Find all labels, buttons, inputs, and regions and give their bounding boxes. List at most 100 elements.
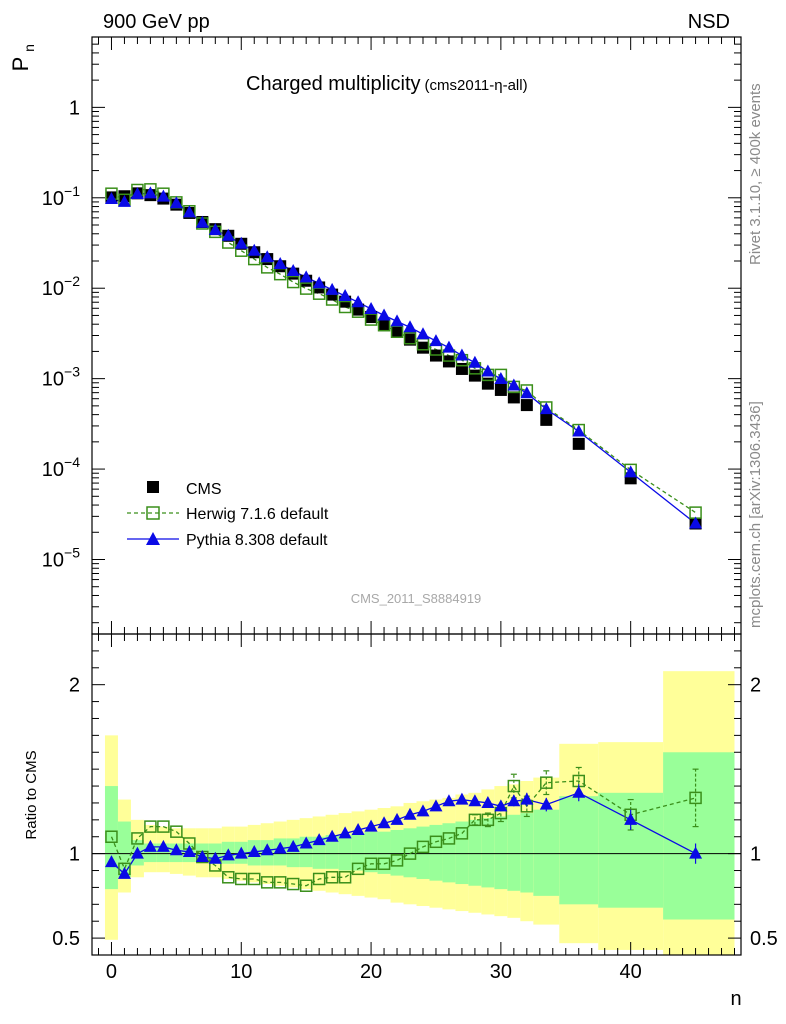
ratio-pythia-point xyxy=(351,822,365,835)
band-inner xyxy=(559,796,599,905)
y-tick-exponent: −5 xyxy=(64,544,80,560)
pythia-point xyxy=(247,243,261,256)
pythia-point xyxy=(481,364,495,377)
ratio-pythia-point xyxy=(403,807,417,820)
ratio-pythia-point xyxy=(247,844,261,857)
pythia-point xyxy=(195,215,209,228)
cms-point xyxy=(507,391,520,404)
side-rivet: Rivet 3.1.10, ≥ 400k events xyxy=(747,83,764,265)
ratio-pythia-point xyxy=(182,844,196,857)
ratio-herwig-point xyxy=(338,871,352,884)
cms-point xyxy=(404,333,417,346)
ratio-pythia-point xyxy=(299,836,313,849)
ratio-pythia-point xyxy=(273,841,287,854)
band-inner xyxy=(338,835,352,871)
ratio-uncertainty-bands xyxy=(104,671,735,955)
ratio-herwig-point xyxy=(540,776,553,789)
ratio-pythia-point xyxy=(468,794,482,807)
ratio-plot-marks xyxy=(104,766,703,892)
ratio-pythia-point xyxy=(455,792,469,805)
y-tick-exponent: −4 xyxy=(64,454,80,470)
ratio-pythia-point xyxy=(539,797,553,810)
herwig-point xyxy=(403,331,417,345)
herwig-point xyxy=(286,275,300,289)
band-inner xyxy=(429,824,443,881)
pythia-point xyxy=(104,191,118,204)
pythia-point xyxy=(299,270,313,283)
ratio-pythia-point xyxy=(234,846,248,859)
chart-title: Charged multiplicity (cms2011-η-all) xyxy=(246,73,528,95)
ratio-ylabel: Ratio to CMS xyxy=(23,750,40,839)
pythia-point xyxy=(208,223,222,236)
axis-ticks xyxy=(92,36,741,956)
cms-point xyxy=(391,325,404,338)
pythia-point xyxy=(689,516,703,529)
band-inner xyxy=(351,833,365,871)
ratio-y-tick-label: 0.5 xyxy=(52,928,80,950)
x-tick-label: 10 xyxy=(230,961,252,983)
ratio-pythia-point xyxy=(377,816,391,829)
ratio-herwig-point xyxy=(299,879,313,892)
ratio-herwig-point xyxy=(131,832,144,845)
ratio-pythia-point xyxy=(442,794,456,807)
pythia-point xyxy=(442,340,456,353)
x-tick-label: 0 xyxy=(106,961,117,983)
ratio-herwig-point xyxy=(364,857,378,871)
ratio-herwig-point xyxy=(416,840,430,854)
ratio-herwig-line xyxy=(110,780,696,887)
pythia-point xyxy=(455,348,469,361)
pythia-point xyxy=(117,194,131,207)
ratio-herwig-point xyxy=(468,813,482,827)
pythia-point xyxy=(403,320,417,333)
cms-point xyxy=(378,319,391,332)
legend-pythia-label: Pythia 8.308 default xyxy=(186,532,328,549)
ratio-y-tick-label-right: 0.5 xyxy=(750,928,778,950)
cms-point xyxy=(481,377,494,390)
ratio-pythia-point xyxy=(481,795,495,808)
pythia-point xyxy=(468,355,482,368)
band-inner xyxy=(403,828,417,878)
ratio-y-tick-label: 2 xyxy=(69,675,80,697)
pythia-point xyxy=(156,189,170,202)
pythia-point xyxy=(494,372,508,385)
pythia-point xyxy=(143,186,157,199)
ratio-pythia-point xyxy=(130,846,144,859)
ratio-pythia-point xyxy=(195,850,209,863)
ratio-pythia-point xyxy=(221,848,235,861)
pythia-point xyxy=(130,187,144,200)
ratio-pythia-point xyxy=(624,812,638,825)
ratio-herwig-point xyxy=(105,830,118,843)
band-inner xyxy=(468,819,482,886)
cms-point xyxy=(520,399,533,412)
pythia-line xyxy=(111,192,697,525)
cms-point xyxy=(455,362,468,375)
ratio-herwig-point xyxy=(403,847,417,860)
herwig-point xyxy=(299,282,313,295)
main-ylabel: P n xyxy=(8,44,37,71)
pythia-point xyxy=(234,236,248,249)
x-tick-label: 30 xyxy=(490,961,512,983)
pythia-point xyxy=(416,327,430,340)
ratio-herwig-point xyxy=(377,857,391,871)
main-plot-marks xyxy=(104,183,703,530)
y-tick-label: 1 xyxy=(69,97,80,119)
ratio-frame xyxy=(91,633,742,956)
y-tick-label: 10−4 xyxy=(42,454,80,481)
pythia-point xyxy=(312,276,326,289)
ratio-pythia-point xyxy=(312,833,326,846)
pythia-point xyxy=(364,301,378,314)
ratio-y-tick-label: 1 xyxy=(69,844,80,866)
pythia-point xyxy=(507,378,521,391)
ratio-herwig-point xyxy=(325,871,339,884)
pythia-point xyxy=(273,257,287,270)
ratio-herwig-point xyxy=(351,862,365,876)
ratio-herwig-point xyxy=(390,854,404,867)
ratio-pythia-point xyxy=(507,794,521,807)
y-tick-base: 10 xyxy=(42,459,64,481)
watermark: CMS_2011_S8884919 xyxy=(351,591,482,606)
ratio-pythia-point xyxy=(338,826,352,839)
ratio-herwig-point xyxy=(429,835,443,849)
ratio-pythia-point xyxy=(520,792,534,805)
ratio-pythia-point xyxy=(156,839,170,852)
